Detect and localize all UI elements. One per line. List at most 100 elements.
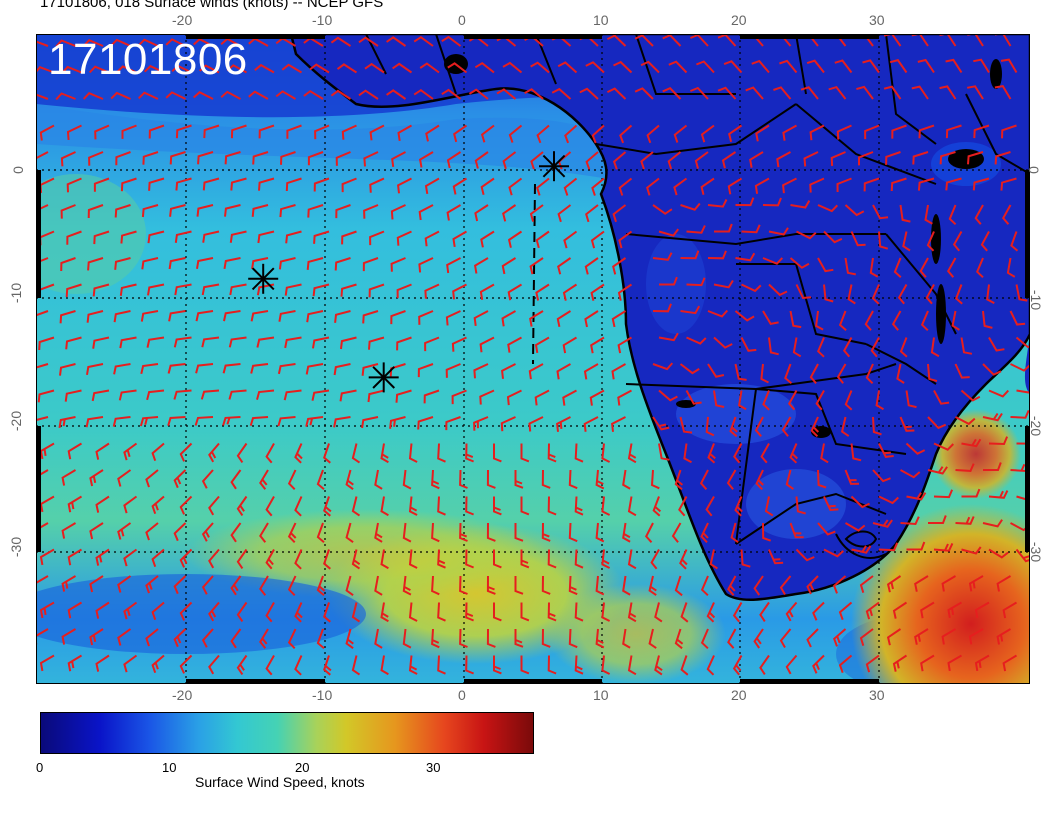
wind-barb xyxy=(441,35,462,47)
wind-barb xyxy=(745,86,764,100)
wind-barb xyxy=(486,575,496,595)
wind-barb xyxy=(557,61,578,74)
wind-barb xyxy=(562,389,577,406)
wind-barb xyxy=(480,177,495,196)
wind-barb xyxy=(1015,336,1030,349)
wind-barb xyxy=(334,310,351,323)
wind-barb xyxy=(627,496,637,517)
wind-barb xyxy=(110,38,131,47)
wind-barb xyxy=(142,151,159,165)
wind-barb xyxy=(459,522,468,542)
wind-barb xyxy=(646,177,660,196)
wind-barbs xyxy=(36,34,1030,676)
wind-barb xyxy=(259,575,269,596)
wind-barb xyxy=(236,548,248,569)
wind-barb xyxy=(446,151,462,169)
wind-barb xyxy=(368,336,385,350)
wind-barb xyxy=(396,230,412,246)
wind-barb xyxy=(705,416,715,437)
wind-barb xyxy=(627,602,637,623)
wind-barb xyxy=(82,92,104,100)
wind-barb xyxy=(893,257,902,279)
wind-barb xyxy=(335,151,351,166)
wind-barb xyxy=(583,416,599,432)
wind-barb xyxy=(208,442,220,463)
wind-barb xyxy=(674,575,683,597)
wind-barb xyxy=(686,277,706,287)
wind-barb xyxy=(116,65,137,74)
wind-barb xyxy=(847,284,856,305)
wind-barb xyxy=(648,575,657,596)
wind-barb xyxy=(363,151,379,167)
wind-barb xyxy=(924,204,933,225)
wind-barb xyxy=(878,443,894,458)
wind-barb xyxy=(918,124,935,139)
wind-barb xyxy=(201,522,214,542)
wind-barb xyxy=(120,177,137,192)
wind-barb xyxy=(740,337,757,352)
wind-barb xyxy=(287,575,297,597)
wind-barb xyxy=(779,628,792,649)
wind-barb xyxy=(520,602,530,622)
wind-barb xyxy=(514,629,524,648)
wind-barb xyxy=(899,337,908,358)
wind-barb xyxy=(358,89,379,100)
wind-barb xyxy=(236,654,248,675)
wind-barb xyxy=(787,390,798,411)
wind-barb xyxy=(36,363,49,369)
lat-tick-right: -20 xyxy=(1028,415,1045,437)
wind-barb xyxy=(230,124,247,139)
lat-tick-left: 0 xyxy=(9,166,26,174)
wind-barb xyxy=(833,575,847,594)
wind-barb xyxy=(520,655,530,675)
wind-barb xyxy=(662,34,682,47)
wind-barb xyxy=(474,204,489,222)
wind-barb xyxy=(502,61,523,74)
wind-barb xyxy=(530,61,550,74)
lat-tick-left: -20 xyxy=(8,410,25,432)
wind-barb xyxy=(823,230,843,244)
wind-barb xyxy=(622,628,631,649)
wind-barb xyxy=(674,628,684,650)
wind-barb xyxy=(507,336,522,353)
wind-barb xyxy=(707,363,725,378)
wind-barb xyxy=(256,389,275,400)
wind-barb xyxy=(862,59,880,74)
wind-barb xyxy=(754,177,770,194)
wind-barb xyxy=(556,310,572,328)
wind-barb xyxy=(806,575,819,595)
wind-barb xyxy=(865,601,880,620)
wind-barb xyxy=(741,224,761,234)
wind-barb xyxy=(652,204,673,215)
date-stamp: 17101806 xyxy=(48,35,248,84)
wind-barb xyxy=(933,390,950,405)
wind-barb xyxy=(508,177,523,196)
wind-barb xyxy=(840,416,850,437)
wind-barb xyxy=(595,628,605,649)
wind-barb xyxy=(917,58,935,74)
wind-barb xyxy=(652,252,673,261)
wind-barb xyxy=(700,522,709,543)
wind-barb xyxy=(118,389,137,401)
wind-barb xyxy=(760,443,770,464)
wind-barb xyxy=(524,88,544,100)
wind-barb xyxy=(945,124,962,139)
wind-barb xyxy=(883,85,902,100)
wind-barb xyxy=(294,549,303,570)
wind-barb xyxy=(556,416,571,432)
wind-barb xyxy=(1001,124,1017,139)
wind-barb xyxy=(200,389,220,400)
wind-barb xyxy=(508,124,523,143)
wind-barb xyxy=(680,250,700,260)
wind-barb xyxy=(251,257,269,270)
wind-barb xyxy=(452,177,468,195)
wind-barb xyxy=(148,124,165,139)
wind-barb xyxy=(878,542,899,552)
wind-barb xyxy=(613,60,633,74)
wind-barb xyxy=(972,177,990,191)
wind-barb xyxy=(1010,409,1030,419)
wind-barb xyxy=(39,654,55,672)
lat-tick-right: -10 xyxy=(1028,289,1045,311)
wind-barb xyxy=(115,151,131,166)
wind-barb xyxy=(437,549,446,569)
